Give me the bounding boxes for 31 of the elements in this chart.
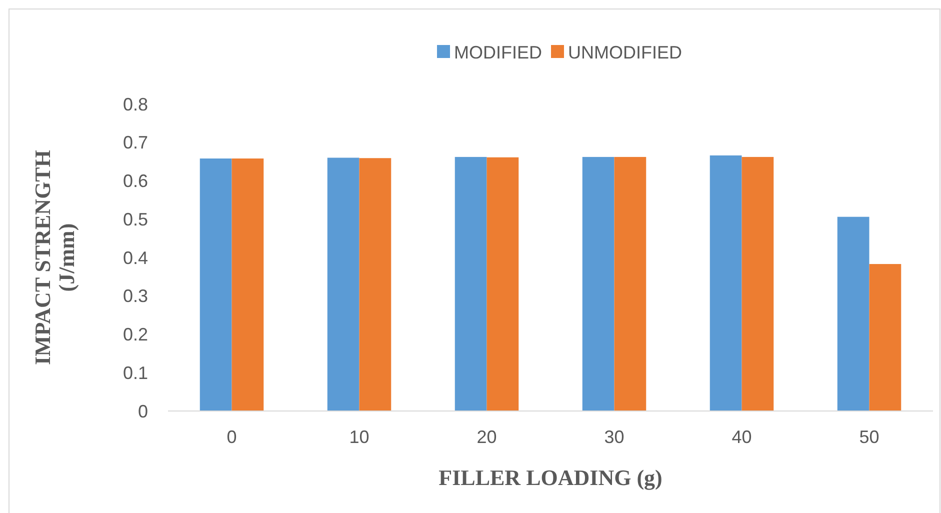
bar	[837, 216, 870, 411]
y-tick-label: 0.5	[122, 209, 148, 230]
y-tick-label: 0.1	[122, 362, 148, 383]
legend-label: UNMODIFIED	[568, 42, 682, 62]
bar	[327, 158, 360, 411]
y-tick-label: 0.4	[122, 248, 148, 268]
x-tick-label: 30	[604, 427, 624, 447]
bar	[359, 158, 392, 411]
x-tick-label: 40	[732, 427, 752, 447]
y-tick-label: 0.6	[122, 171, 148, 192]
x-tick-label: 10	[349, 427, 370, 447]
y-tick-label: 0.7	[122, 132, 148, 153]
bar	[614, 156, 646, 411]
bar	[454, 156, 487, 411]
bar	[710, 155, 742, 411]
x-tick-label: 50	[859, 427, 880, 447]
y-axis-title: IMPACT STRENGTH (J/mm)	[30, 150, 79, 365]
bar	[869, 264, 902, 411]
x-tick-label: 0	[226, 427, 237, 447]
bar	[582, 156, 614, 411]
x-axis-title: FILLER LOADING (g)	[438, 465, 662, 490]
bar	[232, 158, 264, 411]
y-tick-label: 0.2	[122, 324, 148, 345]
bar	[486, 157, 519, 411]
y-tick-label: 0.8	[122, 94, 148, 114]
x-tick-label: 20	[476, 427, 497, 447]
y-tick-label: 0	[138, 401, 148, 422]
bar	[200, 158, 232, 411]
y-tick-label: 0.3	[122, 286, 148, 306]
legend-label: MODIFIED	[454, 42, 542, 62]
bar	[742, 156, 774, 411]
